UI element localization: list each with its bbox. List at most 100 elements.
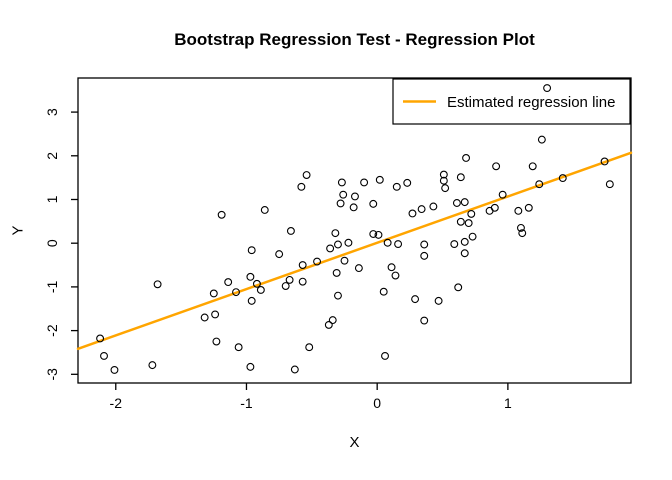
x-tick-label: -1 (240, 395, 253, 411)
data-point (252, 279, 261, 288)
data-point (516, 223, 525, 232)
data-point (528, 162, 537, 171)
data-point (369, 199, 378, 208)
data-point (403, 178, 412, 187)
data-point (383, 238, 392, 247)
data-point (379, 287, 388, 296)
data-point (96, 334, 105, 343)
data-point (336, 199, 345, 208)
data-point (450, 240, 459, 249)
data-point (247, 296, 256, 305)
legend-label: Estimated regression line (447, 94, 615, 111)
data-point (340, 256, 349, 265)
data-point (456, 217, 465, 226)
data-point (360, 178, 369, 187)
y-tick-label: -1 (44, 280, 60, 293)
data-point (460, 249, 469, 258)
data-point (332, 268, 341, 277)
data-point (298, 261, 307, 269)
data-point (246, 272, 255, 281)
data-point (524, 203, 533, 212)
data-point (305, 343, 314, 352)
data-point (369, 230, 378, 238)
data-point (247, 246, 256, 255)
data-point (209, 289, 218, 298)
x-tick-label: -2 (110, 395, 123, 411)
data-point (324, 320, 333, 329)
data-point (439, 176, 448, 185)
data-point (349, 203, 358, 212)
data-point (439, 170, 448, 179)
chart-title: Bootstrap Regression Test - Regression P… (174, 30, 535, 49)
data-point (420, 316, 429, 325)
data-point (537, 135, 546, 144)
y-tick-label: -2 (44, 324, 60, 337)
data-point (543, 84, 552, 93)
data-point (392, 182, 401, 191)
data-point (313, 257, 322, 266)
data-point (434, 296, 443, 305)
data-point (344, 238, 353, 247)
data-point (334, 291, 342, 300)
data-point (246, 362, 255, 371)
data-point (441, 184, 450, 193)
y-tick-label: 2 (44, 152, 60, 160)
data-point (153, 280, 162, 289)
data-point (281, 282, 290, 290)
data-point (331, 229, 340, 238)
data-point (354, 264, 363, 273)
data-point (452, 199, 461, 207)
data-point (234, 343, 243, 352)
data-point (456, 173, 465, 182)
data-point (460, 237, 469, 246)
data-point (351, 192, 359, 201)
data-point (224, 278, 233, 287)
data-point (337, 178, 346, 187)
data-point (110, 365, 119, 374)
data-point (535, 180, 544, 189)
data-point (454, 283, 463, 292)
y-tick-label: 3 (44, 108, 60, 116)
data-point (429, 202, 438, 211)
data-point (498, 190, 507, 199)
data-point (417, 205, 426, 214)
data-point (212, 337, 221, 346)
data-point (391, 271, 400, 280)
data-point (334, 240, 342, 249)
data-point (374, 230, 383, 239)
y-tick-label: -3 (44, 368, 60, 381)
y-tick-label: 1 (44, 195, 60, 203)
data-point (297, 182, 306, 191)
data-point (460, 198, 469, 207)
data-point (148, 361, 157, 370)
data-point (326, 244, 335, 253)
data-point (339, 190, 348, 199)
data-point (260, 206, 269, 214)
plot-box (77, 77, 632, 384)
data-point (485, 206, 494, 215)
data-point (462, 154, 471, 162)
data-point (600, 157, 609, 166)
data-point (411, 295, 420, 304)
data-point (232, 288, 240, 297)
data-point (100, 351, 108, 360)
data-point (518, 229, 527, 238)
data-point (298, 277, 307, 286)
data-point (285, 275, 294, 284)
data-point (467, 209, 476, 218)
data-point (492, 162, 501, 171)
data-point (328, 316, 337, 325)
data-point (464, 219, 473, 228)
data-point (256, 286, 265, 294)
data-point (420, 251, 429, 260)
x-axis-label: X (349, 434, 360, 451)
data-point (394, 240, 403, 249)
data-point (217, 210, 226, 219)
data-point (375, 175, 384, 184)
data-point (211, 310, 220, 319)
legend-box (392, 78, 631, 125)
data-point (302, 171, 311, 179)
data-point (408, 209, 417, 218)
